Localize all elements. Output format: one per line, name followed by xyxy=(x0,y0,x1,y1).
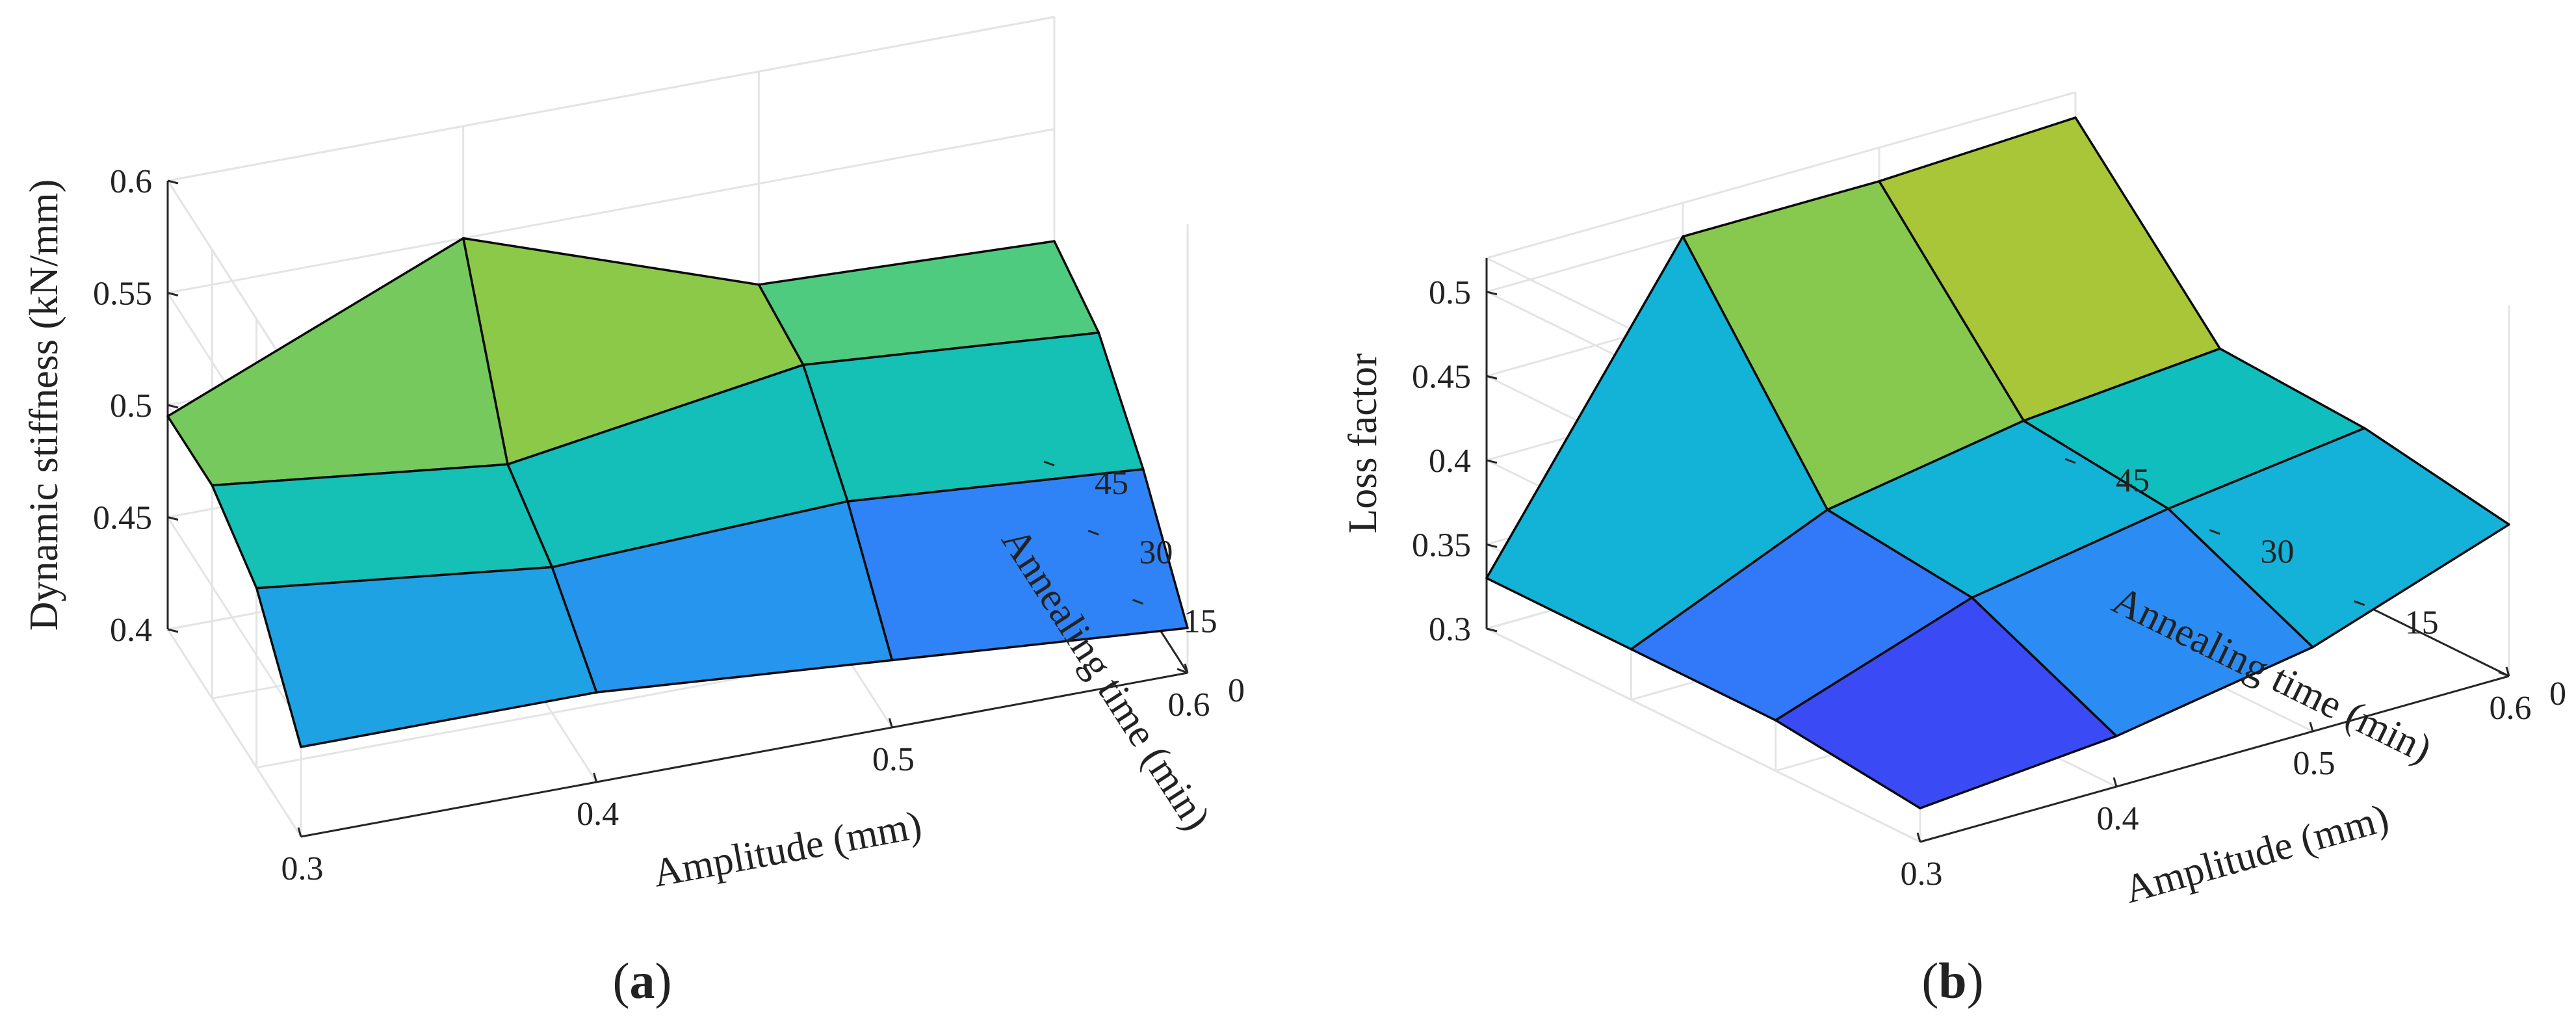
y-tick-label: 15 xyxy=(1184,603,1217,640)
surface-patch xyxy=(166,237,509,487)
x-tick-label: 0.4 xyxy=(577,796,619,833)
y-tick-label: 45 xyxy=(1095,465,1128,502)
panel-caption-letter: b xyxy=(1938,952,1966,1009)
z-tick-label: 0.4 xyxy=(1429,443,1471,480)
x-tick-label: 0.6 xyxy=(2490,690,2532,727)
surface-patch xyxy=(211,463,554,590)
z-tick xyxy=(1486,627,1498,633)
y-tick xyxy=(2498,671,2510,677)
y-tick xyxy=(2064,458,2076,464)
z-tick-label: 0.3 xyxy=(1429,611,1471,648)
y-tick-label: 45 xyxy=(2116,462,2150,499)
surface-plot-b: 0.3 0.4 0.5 0.6 0 15 30 45 0.3 0.35 0.4 0.45 0.5 Ampl… xyxy=(1341,91,2566,1009)
z-tick-label: 0.45 xyxy=(1412,358,1471,395)
y-tick-label: 15 xyxy=(2405,605,2439,642)
surface-patch xyxy=(1774,596,2118,809)
chart-panel-b: 0.3 0.4 0.5 0.6 0 15 30 45 0.3 0.35 0.4 0.45 0.5 Ampl… xyxy=(1288,0,2576,1030)
panel-caption: (b) xyxy=(1921,952,1983,1009)
y-tick-label: 0 xyxy=(1228,672,1245,709)
z-tick-label: 0.6 xyxy=(110,163,152,200)
y-tick-label: 30 xyxy=(2260,533,2294,570)
z-axis-label: Dynamic stiffness (kN/mm) xyxy=(22,179,66,631)
x-tick-label: 0.6 xyxy=(1168,686,1210,724)
z-tick-label: 0.5 xyxy=(1429,274,1471,311)
z-tick-label: 0.55 xyxy=(93,276,152,313)
z-tick xyxy=(167,516,179,521)
x-tick xyxy=(593,772,598,783)
y-tick xyxy=(1177,668,1188,674)
x-tick xyxy=(1916,832,1921,843)
z-tick xyxy=(1486,374,1498,380)
z-tick xyxy=(167,628,179,633)
z-tick xyxy=(1486,459,1498,464)
grid-line xyxy=(166,516,302,726)
z-axis-label: Loss factor xyxy=(1341,353,1385,534)
panel-caption: (a) xyxy=(613,952,672,1009)
x-tick-label: 0.5 xyxy=(872,741,915,778)
x-tick xyxy=(2113,777,2118,787)
grid-line xyxy=(167,16,1055,182)
z-tick-label: 0.4 xyxy=(110,612,152,649)
x-tick-label: 0.3 xyxy=(281,850,324,887)
chart-panel-a: 0.3 0.4 0.5 0.6 0 15 30 45 0.4 0.45 0.5 0.55 0.6 Ampl… xyxy=(0,0,1288,1030)
z-tick-label: 0.45 xyxy=(93,500,152,537)
x-axis-label: Amplitude (mm) xyxy=(649,803,925,896)
grid-line xyxy=(1486,91,2076,259)
z-tick xyxy=(1486,291,1498,296)
z-tick xyxy=(167,404,179,409)
y-tick-label: 30 xyxy=(1139,534,1173,571)
x-tick xyxy=(888,718,893,728)
surface-patch xyxy=(255,566,598,748)
x-axis-line xyxy=(1919,675,2510,843)
x-tick-label: 0.5 xyxy=(2293,745,2335,782)
x-tick xyxy=(297,827,302,837)
panel-caption-letter: a xyxy=(630,952,655,1009)
x-axis-line xyxy=(300,672,1188,838)
grid-line xyxy=(167,128,1055,294)
x-tick xyxy=(2505,666,2510,677)
grid-line xyxy=(166,629,302,837)
y-tick xyxy=(1043,460,1055,467)
x-axis-label: Amplitude (mm) xyxy=(2120,796,2393,912)
y-tick-label: 0 xyxy=(2549,675,2566,713)
y-tick xyxy=(1132,599,1144,605)
x-tick xyxy=(2309,722,2314,732)
x-tick-label: 0.4 xyxy=(2097,800,2139,837)
grid-line xyxy=(1486,627,1921,843)
z-tick xyxy=(167,292,179,296)
z-tick-label: 0.35 xyxy=(1412,527,1471,564)
z-tick xyxy=(1486,543,1498,548)
z-tick xyxy=(167,179,179,185)
x-tick xyxy=(1184,663,1189,673)
y-tick xyxy=(2354,600,2365,607)
x-tick-label: 0.3 xyxy=(1901,856,1943,893)
surface-plot-a: 0.3 0.4 0.5 0.6 0 15 30 45 0.4 0.45 0.5 0.55 0.6 Ampl… xyxy=(22,16,1245,1009)
z-tick-label: 0.5 xyxy=(110,387,152,425)
y-tick xyxy=(2209,529,2220,535)
y-tick xyxy=(1087,529,1099,536)
